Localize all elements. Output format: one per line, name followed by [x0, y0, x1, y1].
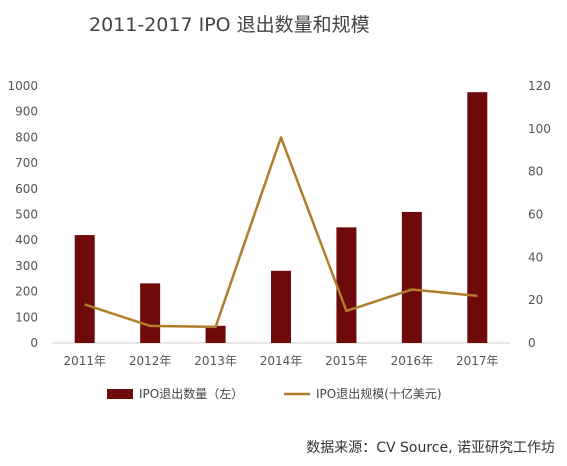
y-left-tick-label: 1000 [7, 79, 38, 93]
y-left-tick-label: 500 [15, 208, 38, 222]
y-axis-left-ticks: 0 100 200 300 400 500 600 700 800 900 1000 [7, 79, 38, 350]
legend-label-line: IPO退出规模(十亿美元) [316, 386, 442, 401]
chart-legend: IPO退出数量（左） IPO退出规模(十亿美元) [107, 386, 442, 401]
bar-2017年 [467, 92, 488, 343]
y-right-tick-label: 80 [528, 165, 543, 179]
y-left-tick-label: 900 [15, 105, 38, 119]
bar-2015年 [336, 227, 357, 343]
bar-2016年 [401, 211, 422, 343]
bar-2012年 [140, 283, 161, 343]
y-axis-right-ticks: 0 20 40 60 80 100 120 [528, 79, 551, 350]
chart-title: 2011-2017 IPO 退出数量和规模 [89, 14, 370, 36]
x-tick-label: 2017年 [456, 354, 499, 368]
y-right-tick-label: 40 [528, 250, 543, 264]
line-series [84, 136, 478, 329]
bar-2013年 [205, 325, 226, 343]
y-right-tick-label: 60 [528, 208, 543, 222]
y-left-tick-label: 300 [15, 259, 38, 273]
legend-swatch-bar [107, 389, 133, 399]
y-right-tick-label: 100 [528, 122, 551, 136]
x-tick-label: 2012年 [129, 354, 172, 368]
x-tick-label: 2016年 [391, 354, 434, 368]
y-left-tick-label: 800 [15, 130, 38, 144]
y-right-tick-label: 20 [528, 293, 543, 307]
y-left-tick-label: 700 [15, 156, 38, 170]
y-left-tick-label: 100 [15, 310, 38, 324]
y-right-tick-label: 0 [528, 336, 536, 350]
bar-2014年 [271, 270, 291, 343]
bar-2011年 [74, 235, 95, 343]
y-right-tick-label: 120 [528, 79, 551, 93]
x-tick-label: 2011年 [63, 354, 106, 368]
x-axis-ticks: 2011年 2012年 2013年 2014年 2015年 2016年 2017年 [63, 354, 498, 368]
legend-label-bar: IPO退出数量（左） [139, 386, 243, 401]
source-note: 数据来源：CV Source, 诺亚研究工作坊 [306, 440, 555, 456]
bar-series [74, 92, 488, 343]
y-left-tick-label: 400 [15, 233, 38, 247]
x-tick-label: 2014年 [260, 354, 303, 368]
y-left-tick-label: 0 [30, 336, 38, 350]
x-tick-label: 2015年 [325, 354, 368, 368]
y-left-tick-label: 600 [15, 182, 38, 196]
y-left-tick-label: 200 [15, 285, 38, 299]
x-tick-label: 2013年 [194, 354, 237, 368]
